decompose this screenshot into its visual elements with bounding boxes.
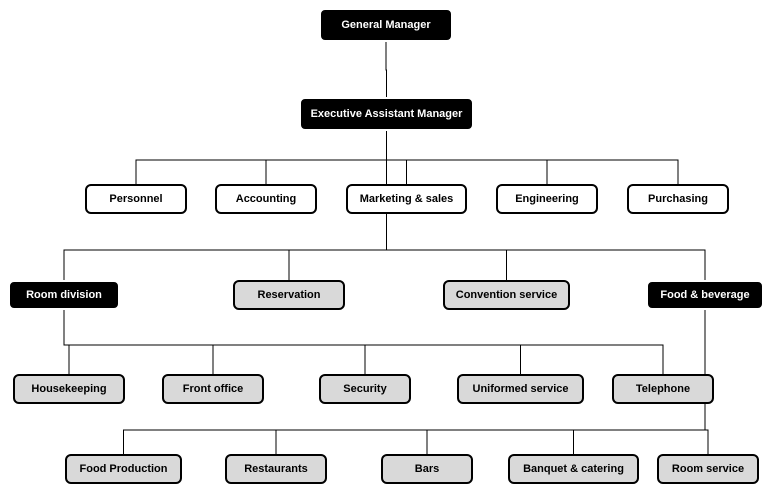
org-node-unif: Uniformed service (457, 374, 584, 404)
edge-gm-eam (386, 42, 387, 97)
edge-room-unif (64, 310, 521, 374)
org-node-eam: Executive Assistant Manager (299, 97, 474, 131)
org-node-tel: Telephone (612, 374, 714, 404)
org-node-fnb: Food & beverage (646, 280, 764, 310)
org-node-mksl: Marketing & sales (346, 184, 467, 214)
org-node-conv: Convention service (443, 280, 570, 310)
org-node-gm: General Manager (319, 8, 453, 42)
org-node-resv: Reservation (233, 280, 345, 310)
edge-room-tel (64, 310, 663, 374)
edge-eam-acct (266, 131, 387, 184)
org-node-bars: Bars (381, 454, 473, 484)
org-node-fp: Food Production (65, 454, 182, 484)
org-node-rest: Restaurants (225, 454, 327, 484)
edge-room-hk (64, 310, 69, 374)
edge-eam-engr (387, 131, 548, 184)
edge-eam-pers (136, 131, 387, 184)
edge-eam-mksl (387, 131, 407, 184)
edge-room-fo (64, 310, 213, 374)
edge-room-sec (64, 310, 365, 374)
edge-eam-purch (387, 131, 679, 184)
org-node-pers: Personnel (85, 184, 187, 214)
org-node-rs: Room service (657, 454, 759, 484)
org-node-hk: Housekeeping (13, 374, 125, 404)
org-node-fo: Front office (162, 374, 264, 404)
org-node-sec: Security (319, 374, 411, 404)
org-chart-edges (0, 0, 771, 503)
org-node-acct: Accounting (215, 184, 317, 214)
org-node-room: Room division (8, 280, 120, 310)
org-node-banq: Banquet & catering (508, 454, 639, 484)
org-node-purch: Purchasing (627, 184, 729, 214)
org-node-engr: Engineering (496, 184, 598, 214)
